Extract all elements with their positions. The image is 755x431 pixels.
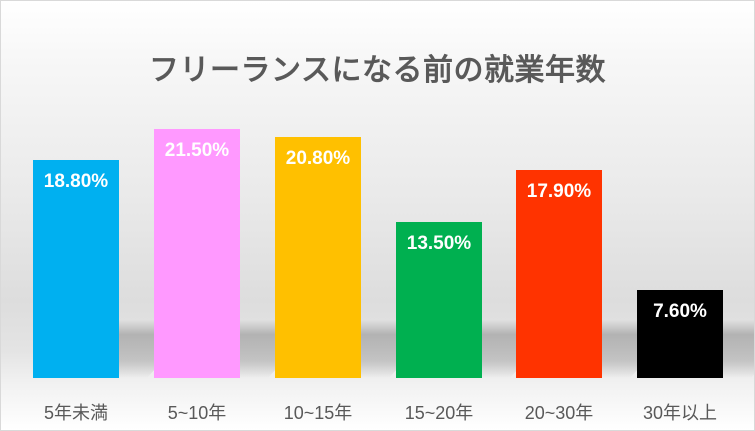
category-label: 20~30年 (524, 403, 594, 423)
category-label: 30年以上 (642, 403, 718, 423)
bar: 13.50% (396, 222, 482, 378)
bar-value-label: 17.90% (526, 181, 592, 202)
bar-value-label: 13.50% (406, 233, 472, 254)
category-label: 15~20年 (404, 403, 474, 423)
chart-title: フリーランスになる前の就業年数 (149, 53, 606, 88)
category-label: 5年未満 (43, 403, 108, 423)
bar: 20.80% (275, 137, 361, 378)
bar: 7.60% (637, 290, 723, 378)
bar-value-label: 18.80% (43, 171, 109, 192)
bar-value-label: 20.80% (285, 148, 351, 169)
bar-value-label: 21.50% (164, 140, 230, 161)
bar: 18.80% (33, 160, 119, 378)
category-label: 5~10年 (167, 403, 227, 423)
bar: 17.90% (516, 170, 602, 378)
bar-value-label: 7.60% (653, 301, 707, 322)
category-label: 10~15年 (283, 403, 353, 423)
bar: 21.50% (154, 129, 240, 378)
